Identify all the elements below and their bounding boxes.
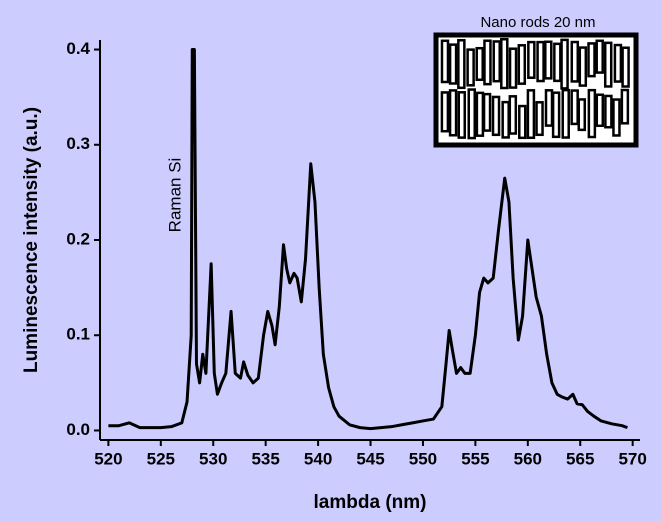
rod: [595, 39, 604, 74]
rod: [475, 46, 484, 81]
rod: [570, 40, 580, 83]
spectrum-line: [108, 48, 628, 431]
rod: [578, 46, 588, 87]
rod: [544, 40, 553, 80]
rod: [508, 47, 518, 89]
rod: [577, 98, 587, 132]
rod: [560, 38, 569, 90]
rod: [440, 39, 450, 84]
y-tick-label: 0.2: [66, 229, 90, 248]
rod: [587, 42, 596, 78]
rod: [604, 94, 613, 129]
y-tick-label: 0.4: [66, 39, 90, 58]
rod: [483, 39, 492, 86]
rod: [508, 95, 518, 135]
rod: [466, 48, 475, 87]
rod: [603, 41, 613, 88]
rod: [613, 43, 623, 83]
rod: [491, 95, 501, 137]
rod: [535, 101, 544, 137]
annotation: Raman Si: [165, 158, 184, 233]
x-tick-label: 540: [304, 449, 332, 468]
x-tick-label: 545: [356, 449, 384, 468]
x-tick-label: 530: [199, 449, 227, 468]
rod: [492, 40, 501, 83]
rod: [526, 89, 536, 140]
rod: [500, 37, 509, 90]
y-axis-title: Luminescence intensity (a.u.): [21, 107, 42, 373]
rod: [621, 46, 630, 88]
rod: [448, 43, 458, 85]
rod: [551, 91, 561, 139]
x-tick-label: 520: [94, 449, 122, 468]
rod: [561, 88, 570, 139]
rod: [536, 40, 545, 83]
x-tick-label: 565: [566, 449, 594, 468]
rod: [440, 91, 450, 133]
rod: [457, 91, 466, 139]
x-tick-label: 535: [251, 449, 279, 468]
annotation: Nano rods 20 nm: [480, 14, 595, 31]
rod: [482, 92, 492, 132]
y-tick-label: 0.3: [66, 134, 90, 153]
x-tick-label: 555: [461, 449, 489, 468]
rod: [527, 40, 536, 79]
y-tick-label: 0.0: [66, 420, 90, 439]
x-tick-label: 570: [618, 449, 646, 468]
y-tick-label: 0.1: [66, 325, 90, 344]
rod: [518, 104, 527, 140]
x-tick-label: 525: [147, 449, 175, 468]
inset-image: [433, 32, 639, 148]
rod: [620, 88, 630, 125]
rod: [595, 93, 605, 128]
x-tick-label: 560: [514, 449, 542, 468]
rod: [467, 88, 476, 140]
rod: [448, 89, 458, 137]
rod: [612, 98, 621, 137]
rod: [517, 44, 527, 85]
x-axis-title: lambda (nm): [314, 492, 427, 513]
rod: [587, 88, 597, 139]
x-tick-label: 550: [409, 449, 437, 468]
rod: [457, 38, 466, 90]
